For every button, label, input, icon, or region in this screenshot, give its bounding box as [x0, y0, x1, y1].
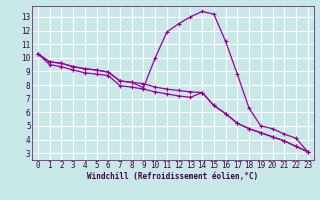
X-axis label: Windchill (Refroidissement éolien,°C): Windchill (Refroidissement éolien,°C)	[87, 172, 258, 181]
